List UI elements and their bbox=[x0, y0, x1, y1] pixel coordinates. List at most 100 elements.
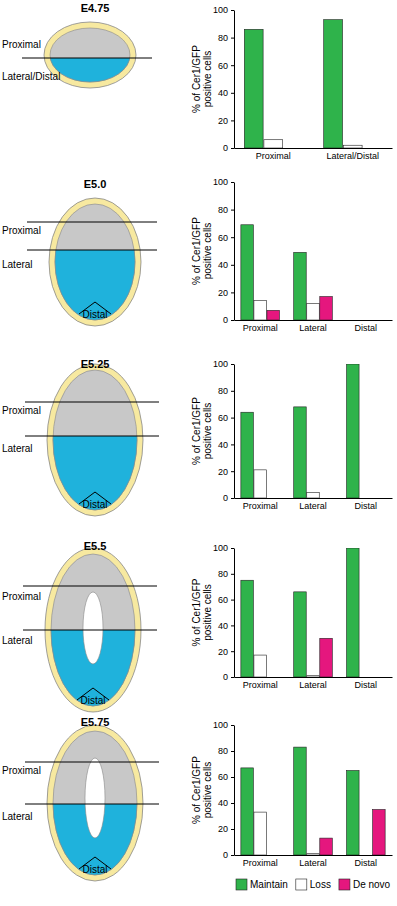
epiblast-region bbox=[53, 436, 137, 510]
bar bbox=[360, 320, 373, 321]
legend-swatch bbox=[296, 879, 307, 890]
tick: Proximal bbox=[256, 151, 291, 161]
region-label: Lateral bbox=[2, 811, 33, 822]
tick: 60 bbox=[218, 413, 234, 423]
axis-line bbox=[235, 498, 393, 499]
tick-label: Proximal bbox=[243, 323, 278, 333]
tick-mark bbox=[231, 320, 234, 321]
bar bbox=[244, 29, 263, 148]
tick-mark bbox=[231, 855, 234, 856]
bar bbox=[254, 470, 267, 498]
region-label: Distal bbox=[82, 499, 107, 510]
legend-label: Loss bbox=[310, 879, 331, 890]
bar bbox=[267, 677, 280, 678]
bar bbox=[294, 252, 307, 320]
axis-line bbox=[234, 11, 235, 149]
tick: Proximal bbox=[243, 501, 278, 511]
y-axis-title: % of Cer1/GFPpositive cells bbox=[191, 217, 213, 285]
tick-label: 60 bbox=[218, 772, 228, 782]
cavity bbox=[85, 758, 105, 838]
tick: Lateral bbox=[299, 501, 327, 511]
y-axis-title: % of Cer1/GFPpositive cells bbox=[191, 45, 213, 113]
tick: 20 bbox=[218, 116, 234, 126]
tick: 80 bbox=[218, 386, 234, 396]
tick-label: Proximal bbox=[243, 501, 278, 511]
tick-label: 0 bbox=[223, 850, 228, 860]
tick-mark bbox=[231, 829, 234, 830]
bar bbox=[267, 855, 280, 856]
tick: Lateral/Distal bbox=[326, 151, 379, 161]
tick-label: 40 bbox=[218, 440, 228, 450]
section-line bbox=[23, 586, 157, 587]
tick: 20 bbox=[218, 824, 234, 834]
bars bbox=[244, 20, 362, 148]
tick: Lateral bbox=[299, 858, 327, 868]
section-line bbox=[23, 630, 157, 631]
tick-mark bbox=[231, 265, 234, 266]
tick: 100 bbox=[213, 5, 234, 15]
bar bbox=[241, 225, 254, 320]
tick: 100 bbox=[213, 543, 234, 553]
visceral-endoderm bbox=[47, 725, 143, 881]
bar bbox=[360, 498, 373, 499]
tick-mark bbox=[231, 391, 234, 392]
tick-mark bbox=[231, 600, 234, 601]
tick-mark bbox=[231, 725, 234, 726]
cavity bbox=[83, 592, 103, 664]
tick-mark bbox=[231, 182, 234, 183]
tick-label: Proximal bbox=[256, 151, 291, 161]
tick-label: 40 bbox=[218, 88, 228, 98]
tick-label: 20 bbox=[218, 116, 228, 126]
section-line bbox=[25, 436, 159, 437]
tick: 60 bbox=[218, 772, 234, 782]
tick-mark bbox=[231, 38, 234, 39]
tick-label: 80 bbox=[218, 569, 228, 579]
bar bbox=[254, 301, 267, 320]
tick-mark bbox=[231, 471, 234, 472]
extraembryonic-region bbox=[50, 28, 130, 82]
tick-label: 40 bbox=[218, 798, 228, 808]
tick-label: 100 bbox=[213, 543, 228, 553]
tick: 80 bbox=[218, 569, 234, 579]
section-line bbox=[25, 804, 159, 805]
tick-label: Lateral bbox=[299, 680, 327, 690]
tick-label: Distal bbox=[355, 323, 378, 333]
bar bbox=[373, 677, 386, 678]
tick-mark bbox=[231, 237, 234, 238]
axis-line bbox=[234, 183, 235, 321]
x-axis: ProximalLateralDistal bbox=[235, 856, 393, 869]
tick-label: Proximal bbox=[243, 680, 278, 690]
axis-line bbox=[234, 726, 235, 856]
tick: 100 bbox=[213, 359, 234, 369]
section-line bbox=[27, 250, 157, 251]
tick-label: Proximal bbox=[243, 858, 278, 868]
bar bbox=[267, 498, 280, 499]
tick-label: Lateral/Distal bbox=[326, 151, 379, 161]
tick-label: 60 bbox=[218, 61, 228, 71]
bar-chart: 020406080100ProximalLateralDistal% of Ce… bbox=[191, 543, 393, 690]
tick: 20 bbox=[218, 467, 234, 477]
bar bbox=[307, 676, 320, 677]
tick: Distal bbox=[355, 501, 378, 511]
visceral-endoderm bbox=[47, 364, 143, 516]
region-label: Lateral bbox=[2, 443, 33, 454]
bar bbox=[294, 407, 307, 498]
bar bbox=[254, 655, 267, 677]
bar bbox=[264, 140, 283, 148]
bar bbox=[254, 812, 267, 855]
bar bbox=[307, 854, 320, 855]
bar bbox=[294, 747, 307, 855]
bar bbox=[307, 493, 320, 498]
tick-mark bbox=[231, 574, 234, 575]
tick: Lateral bbox=[299, 323, 327, 333]
bar-chart: 020406080100ProximalLateral/Distal% of C… bbox=[191, 5, 393, 161]
tick: 0 bbox=[223, 315, 234, 325]
tick: 60 bbox=[218, 61, 234, 71]
extraembryonic-region bbox=[55, 204, 135, 320]
region-label: Lateral/Distal bbox=[2, 71, 60, 82]
tick-mark bbox=[231, 548, 234, 549]
tick: 80 bbox=[218, 33, 234, 43]
bar bbox=[324, 20, 343, 148]
bar bbox=[320, 297, 333, 320]
tick-mark bbox=[231, 803, 234, 804]
